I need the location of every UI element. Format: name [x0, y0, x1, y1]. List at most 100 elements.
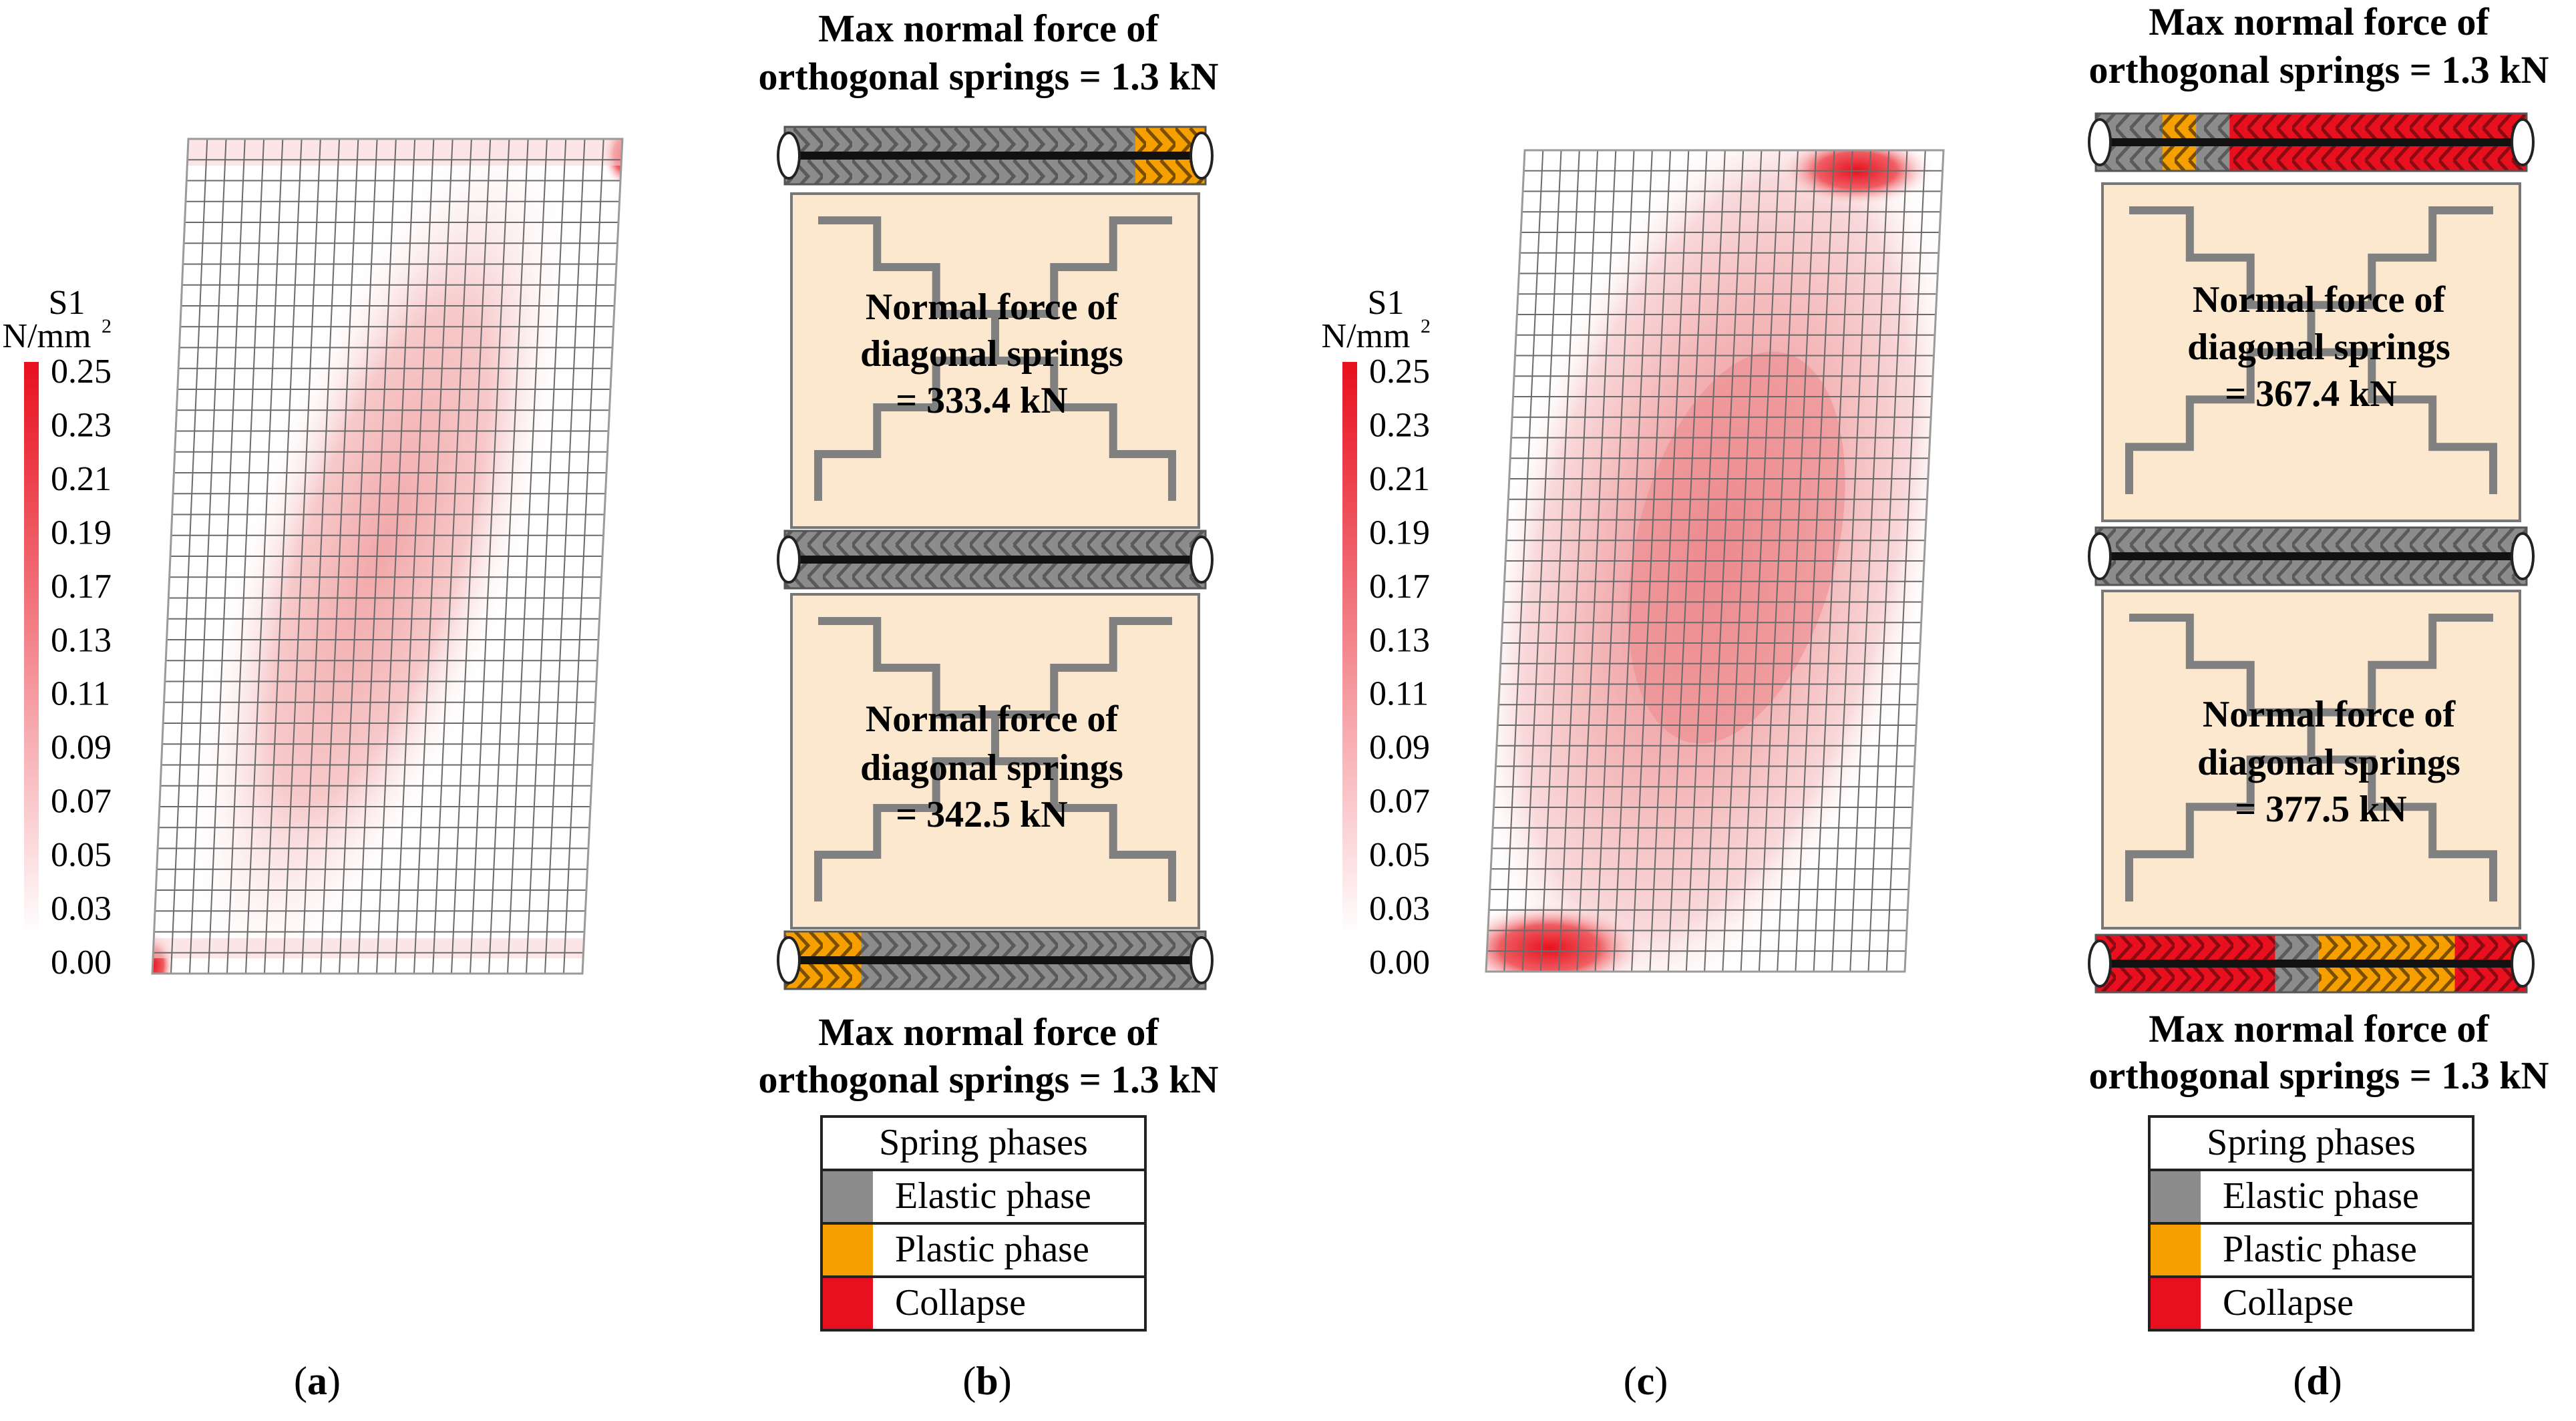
scale-tick-label: 0.11 — [51, 675, 110, 713]
legend-swatch — [823, 1225, 873, 1275]
scale-tick-label: 0.19 — [51, 514, 112, 552]
diagonal-springs-lower-d — [2125, 614, 2497, 901]
scale-tick-label: 0.07 — [1369, 783, 1430, 821]
legend-swatch — [823, 1171, 873, 1222]
legend-row — [2148, 1275, 2474, 1332]
scale-tick-label: 0.21 — [51, 460, 112, 498]
scale-tick-label: 0.03 — [1369, 890, 1430, 928]
mesh-grid-c — [1486, 150, 1944, 972]
label-b-letter: b — [976, 1359, 998, 1403]
spring-end-cap-left — [2088, 118, 2112, 166]
scale-tick-label: 0.23 — [1369, 406, 1430, 444]
spring-row-bottom-d — [2088, 934, 2535, 994]
scale-tick-label: 0.09 — [51, 729, 112, 767]
scale-tick-label: 0.17 — [1369, 568, 1430, 606]
legend-item-label: Collapse — [2223, 1282, 2354, 1324]
stress-band-a — [184, 139, 578, 974]
diagonal-springs-upper-d — [2125, 206, 2497, 494]
legend-title: Spring phases — [879, 1122, 1088, 1163]
panel-a-stress-contour — [151, 138, 624, 975]
bottom-force-line2-d: orthogonal springs = 1.3 kN — [2089, 1054, 2549, 1097]
spring-end-cap-right — [2511, 940, 2535, 988]
diagonal-spring — [2125, 206, 2493, 494]
scale-tick-label: 0.17 — [51, 568, 112, 606]
lower-block-text1-b: Normal force of — [866, 698, 1119, 740]
label-b: (b) — [962, 1359, 1011, 1403]
lower-block-text2-b: diagonal springs — [860, 747, 1123, 789]
upper-block-text2-b: diagonal springs — [860, 333, 1123, 375]
lower-block-text3-b: = 342.5 kN — [896, 794, 1068, 835]
upper-block-text3-d: = 367.4 kN — [2225, 373, 2397, 415]
legend-item-label: Elastic phase — [895, 1175, 1091, 1217]
scale-tick-label: 0.11 — [1369, 675, 1429, 713]
lower-block-text1-d: Normal force of — [2203, 694, 2456, 735]
lower-block-text2-d: diagonal springs — [2197, 742, 2460, 783]
spring-row-axis — [791, 956, 1199, 964]
legend-title-cell — [2148, 1115, 2474, 1171]
scale-tick-label: 0.23 — [51, 406, 112, 444]
spring-row-axis — [2102, 138, 2520, 146]
legend-row — [2148, 1222, 2474, 1278]
spring-end-cap-left — [777, 936, 801, 984]
legend-swatch — [823, 1278, 873, 1329]
scale-gradient-bar — [1342, 362, 1357, 935]
top-force-line1-d: Max normal force of — [2149, 0, 2489, 43]
bottom-force-line1-d: Max normal force of — [2149, 1007, 2489, 1050]
scale-tick-label: 0.00 — [1369, 944, 1430, 982]
top-force-line2-d: orthogonal springs = 1.3 kN — [2089, 48, 2549, 91]
panel-b-spring-model: Max normal force of orthogonal springs =… — [759, 7, 1219, 1332]
panel-c-stress-contour — [1485, 149, 1945, 973]
legend-row — [820, 1222, 1147, 1278]
mesh-grid-a — [152, 139, 622, 974]
bottom-force-line2-b: orthogonal springs = 1.3 kN — [759, 1058, 1219, 1101]
scale-tick-label: 0.25 — [51, 353, 112, 391]
spring-end-cap-right — [2511, 118, 2535, 166]
spring-row-axis — [2102, 960, 2520, 968]
legend-row — [820, 1169, 1147, 1225]
spring-row-middle-b — [777, 530, 1214, 590]
legend-swatch — [2151, 1278, 2201, 1329]
legend-row — [2148, 1169, 2474, 1225]
diagonal-springs-lower-b — [814, 617, 1176, 901]
spring-row-top-b — [777, 126, 1214, 186]
scale-unit-exponent: 2 — [1421, 315, 1431, 337]
scale-tick-label: 0.03 — [51, 890, 112, 928]
scale-tick-label: 0.00 — [51, 944, 112, 982]
diagonal-spring — [814, 617, 1172, 901]
scale-unit: N/mm — [3, 317, 91, 355]
diagonal-spring — [814, 216, 1172, 501]
scale-tick-label: 0.09 — [1369, 729, 1430, 767]
legend-item-label: Plastic phase — [2223, 1229, 2417, 1270]
scale-tick-label: 0.19 — [1369, 514, 1430, 552]
scale-tick-label: 0.25 — [1369, 353, 1430, 391]
scale-symbol: S1 — [49, 284, 85, 322]
spring-end-cap-right — [1189, 936, 1214, 984]
upper-block-text3-b: = 333.4 kN — [896, 380, 1068, 421]
top-force-line2-b: orthogonal springs = 1.3 kN — [759, 55, 1219, 98]
stress-color-scale-c: S1N/mm 2 0.25 0.23 0.21 0.19 0.17 0.13 0.11 0.09 0… — [1322, 284, 1431, 982]
scale-tick-label: 0.21 — [1369, 460, 1430, 498]
spring-row-axis — [791, 556, 1199, 564]
scale-symbol: S1 — [1368, 284, 1405, 322]
legend-title: Spring phases — [2207, 1122, 2416, 1163]
scale-tick-label: 0.13 — [51, 621, 112, 659]
diagonal-springs-upper-b — [814, 216, 1176, 501]
bottom-force-line1-b: Max normal force of — [818, 1010, 1159, 1054]
diagonal-spring — [2125, 614, 2493, 901]
spring-end-cap-right — [1189, 132, 1214, 180]
legend-row — [820, 1275, 1147, 1332]
scale-gradient-bar — [24, 362, 39, 935]
legend-swatch — [2151, 1171, 2201, 1222]
scale-unit: N/mm — [1322, 317, 1411, 355]
legend-item-label: Elastic phase — [2223, 1175, 2419, 1217]
upper-block-text2-d: diagonal springs — [2187, 327, 2450, 368]
upper-block-text1-d: Normal force of — [2193, 279, 2446, 321]
label-c: (c) — [1624, 1359, 1668, 1403]
spring-end-cap-right — [1189, 536, 1214, 584]
label-a: (a) — [294, 1359, 341, 1403]
spring-end-cap-left — [2088, 940, 2112, 988]
panel-d-spring-model: Max normal force of orthogonal springs =… — [2088, 0, 2549, 1332]
spring-phase-legend-d: Spring phases Elastic phase Plastic phase C… — [2148, 1115, 2474, 1332]
stress-color-scale-a: S1N/mm 2 0.25 0.23 0.21 0.19 0.17 0.13 0.11 0.09 0… — [3, 284, 112, 982]
spring-row-top-d — [2088, 112, 2535, 172]
